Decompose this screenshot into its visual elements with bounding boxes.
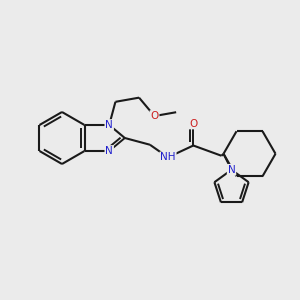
Text: O: O: [189, 118, 197, 128]
Text: N: N: [228, 165, 236, 175]
Text: N: N: [105, 146, 113, 156]
Text: NH: NH: [160, 152, 176, 162]
Text: N: N: [105, 120, 113, 130]
Text: O: O: [150, 111, 159, 121]
